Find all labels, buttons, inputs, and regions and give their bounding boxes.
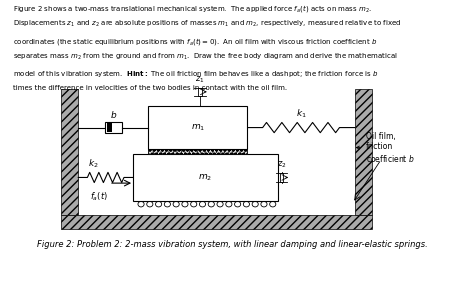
Bar — [280, 173, 283, 182]
Text: $k_2$: $k_2$ — [88, 157, 99, 170]
Text: coordinates (the static equilibrium positions with $f_a(t) = 0$).  An oil film w: coordinates (the static equilibrium posi… — [13, 36, 377, 47]
Text: $m_1$: $m_1$ — [191, 122, 205, 133]
Text: $z_2$: $z_2$ — [277, 160, 286, 170]
Bar — [148, 149, 247, 154]
Bar — [61, 215, 373, 229]
Text: Figure 2: Problem 2: 2-mass vibration system, with linear damping and linear-ela: Figure 2: Problem 2: 2-mass vibration sy… — [36, 240, 427, 249]
Bar — [61, 89, 78, 215]
Text: $m_2$: $m_2$ — [199, 172, 213, 183]
Bar — [198, 88, 202, 96]
Text: separates mass $m_2$ from the ground and from $m_1$.  Draw the free body diagram: separates mass $m_2$ from the ground and… — [13, 52, 398, 62]
Bar — [107, 123, 112, 132]
Text: model of this vibration system.  $\bf{Hint:}$ The oil friction film behaves like: model of this vibration system. $\bf{Hin… — [13, 69, 379, 79]
Bar — [148, 106, 247, 149]
Bar — [105, 122, 122, 133]
Text: $z_1$: $z_1$ — [195, 74, 205, 85]
Text: $f_a(t)$: $f_a(t)$ — [90, 190, 108, 203]
Text: Figure 2 shows a two-mass translational mechanical system.  The applied force $f: Figure 2 shows a two-mass translational … — [13, 3, 372, 14]
Text: Oil film,
friction
coefficient $b$: Oil film, friction coefficient $b$ — [356, 131, 415, 164]
Text: $b$: $b$ — [110, 109, 117, 120]
Bar — [355, 89, 373, 215]
Text: Displacements $z_1$ and $z_2$ are absolute positions of masses $m_1$ and $m_2$, : Displacements $z_1$ and $z_2$ are absolu… — [13, 19, 402, 29]
Text: $k_1$: $k_1$ — [296, 107, 306, 120]
Bar — [133, 154, 278, 201]
Text: times the difference in velocities of the two bodies in contact with the oil fil: times the difference in velocities of th… — [13, 85, 287, 91]
